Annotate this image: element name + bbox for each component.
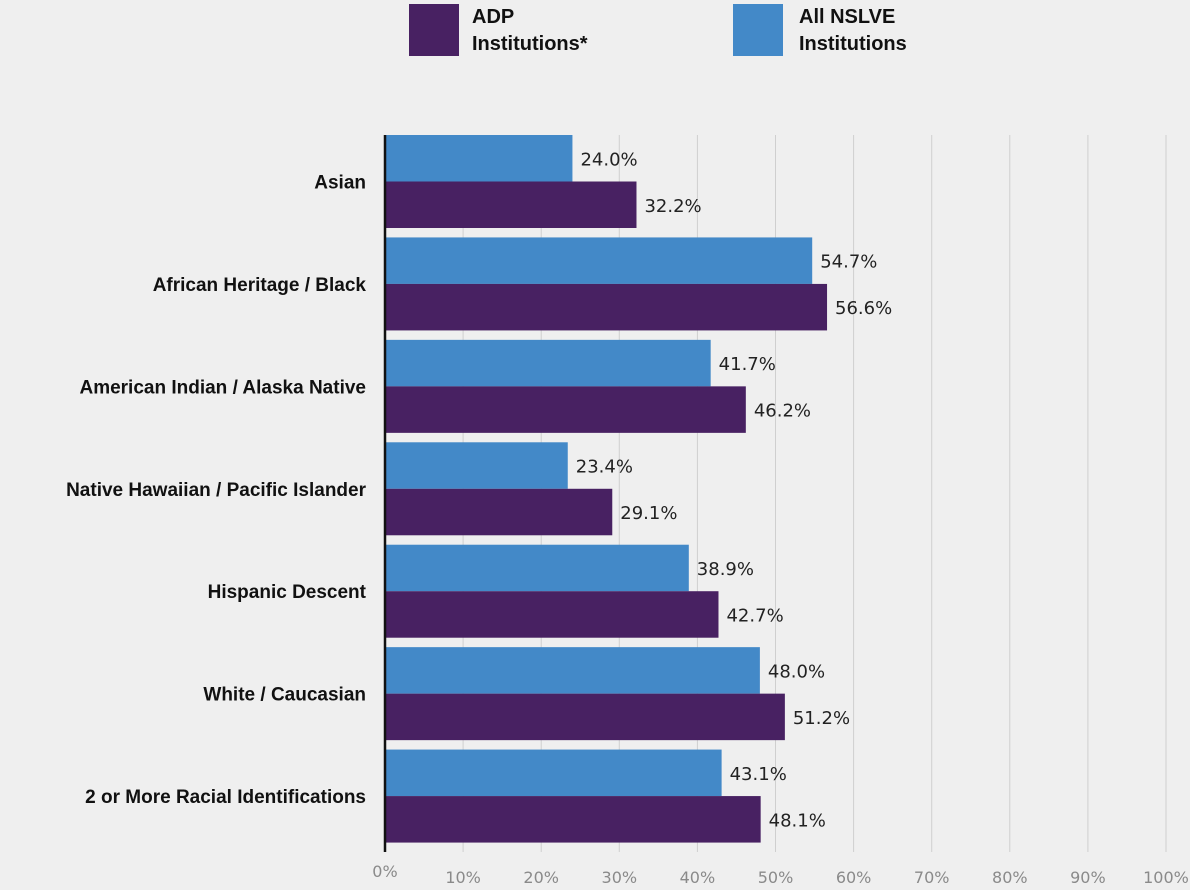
category-label-white-caucasian: White / Caucasian xyxy=(203,685,366,706)
x-tick-label-0: 0% xyxy=(372,862,397,881)
value-label-african-heritage-black-adp: 56.6% xyxy=(835,298,892,319)
value-label-asian-adp: 32.2% xyxy=(644,196,701,217)
x-tick-label-10: 10% xyxy=(445,868,481,887)
category-label-2-or-more-racial-identifications: 2 or More Racial Identifications xyxy=(85,787,366,808)
value-label-2-or-more-racial-identifications-nslve: 43.1% xyxy=(730,764,787,785)
bar-asian-adp xyxy=(385,181,637,228)
x-tick-label-30: 30% xyxy=(602,868,638,887)
bar-american-indian-alaska-native-nslve xyxy=(385,339,711,387)
x-tick-label-20: 20% xyxy=(523,868,559,887)
legend-label-nslve-line2: Institutions xyxy=(799,33,907,55)
bar-2-or-more-racial-identifications-nslve xyxy=(385,749,722,797)
value-label-white-caucasian-adp: 51.2% xyxy=(793,708,850,729)
bar-african-heritage-black-adp xyxy=(385,283,828,331)
value-label-american-indian-alaska-native-nslve: 41.7% xyxy=(719,354,776,375)
bar-native-hawaiian-pacific-islander-adp xyxy=(385,488,613,536)
legend-swatch-nslve xyxy=(733,4,783,56)
value-label-african-heritage-black-nslve: 54.7% xyxy=(820,252,877,273)
bar-hispanic-descent-nslve xyxy=(385,544,689,592)
category-label-native-hawaiian-pacific-islander: Native Hawaiian / Pacific Islander xyxy=(66,480,367,501)
value-label-2-or-more-racial-identifications-adp: 48.1% xyxy=(769,810,826,831)
category-label-african-heritage-black: African Heritage / Black xyxy=(153,275,367,296)
x-tick-labels: 0% 10% 20% 30% 40% 50% 60% 70% 80% 90% 100% xyxy=(372,862,1189,887)
x-tick-label-100: 100% xyxy=(1143,868,1189,887)
legend-label-adp-line2: Institutions* xyxy=(472,33,588,55)
value-label-native-hawaiian-pacific-islander-nslve: 23.4% xyxy=(576,457,633,478)
value-label-american-indian-alaska-native-adp: 46.2% xyxy=(754,401,811,422)
x-tick-label-40: 40% xyxy=(680,868,716,887)
value-label-native-hawaiian-pacific-islander-adp: 29.1% xyxy=(620,503,677,524)
x-tick-label-60: 60% xyxy=(836,868,872,887)
value-labels: 24.0% 32.2% 54.7% 56.6% 41.7% 46.2% 23.4% 29.1%… xyxy=(576,149,892,831)
value-label-hispanic-descent-nslve: 38.9% xyxy=(697,559,754,580)
bar-african-heritage-black-nslve xyxy=(385,237,813,284)
bar-white-caucasian-nslve xyxy=(385,647,760,694)
category-label-hispanic-descent: Hispanic Descent xyxy=(208,582,367,603)
bars xyxy=(385,135,828,843)
x-tick-label-80: 80% xyxy=(992,868,1028,887)
x-tick-label-50: 50% xyxy=(758,868,794,887)
value-label-asian-nslve: 24.0% xyxy=(580,149,637,170)
bar-american-indian-alaska-native-adp xyxy=(385,386,746,433)
value-label-white-caucasian-nslve: 48.0% xyxy=(768,661,825,682)
category-labels: Asian African Heritage / Black American In… xyxy=(66,173,367,809)
bar-hispanic-descent-adp xyxy=(385,591,719,638)
bar-native-hawaiian-pacific-islander-nslve xyxy=(385,442,568,489)
bar-2-or-more-racial-identifications-adp xyxy=(385,796,761,843)
legend-swatch-adp xyxy=(409,4,459,56)
category-label-american-indian-alaska-native: American Indian / Alaska Native xyxy=(79,377,366,398)
bar-asian-nslve xyxy=(385,135,573,182)
x-tick-label-70: 70% xyxy=(914,868,950,887)
legend: ADP Institutions* All NSLVE Institutions xyxy=(409,4,907,56)
legend-label-adp-line1: ADP xyxy=(472,6,514,28)
category-label-asian: Asian xyxy=(314,173,366,194)
value-label-hispanic-descent-adp: 42.7% xyxy=(726,605,783,626)
bar-white-caucasian-adp xyxy=(385,693,785,741)
x-tick-label-90: 90% xyxy=(1070,868,1106,887)
legend-label-nslve-line1: All NSLVE xyxy=(799,6,895,28)
